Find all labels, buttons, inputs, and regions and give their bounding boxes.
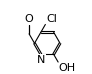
Text: OH: OH	[59, 63, 76, 73]
Text: N: N	[37, 55, 45, 65]
Text: O: O	[25, 14, 33, 24]
Text: Cl: Cl	[46, 14, 57, 24]
